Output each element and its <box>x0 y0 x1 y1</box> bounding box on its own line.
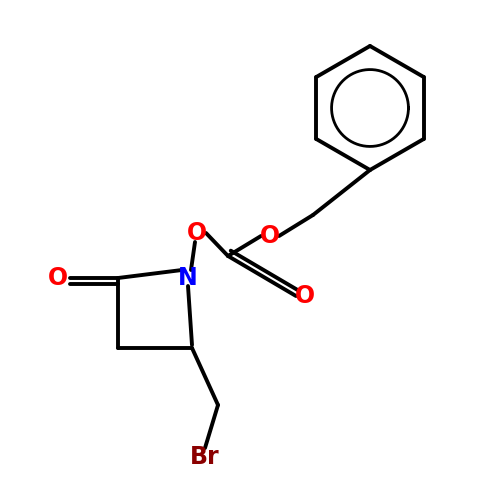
Text: N: N <box>178 266 198 290</box>
Text: O: O <box>48 266 68 290</box>
Text: Br: Br <box>190 445 220 469</box>
Text: O: O <box>187 221 207 245</box>
Text: O: O <box>260 224 280 248</box>
Text: O: O <box>295 284 315 308</box>
